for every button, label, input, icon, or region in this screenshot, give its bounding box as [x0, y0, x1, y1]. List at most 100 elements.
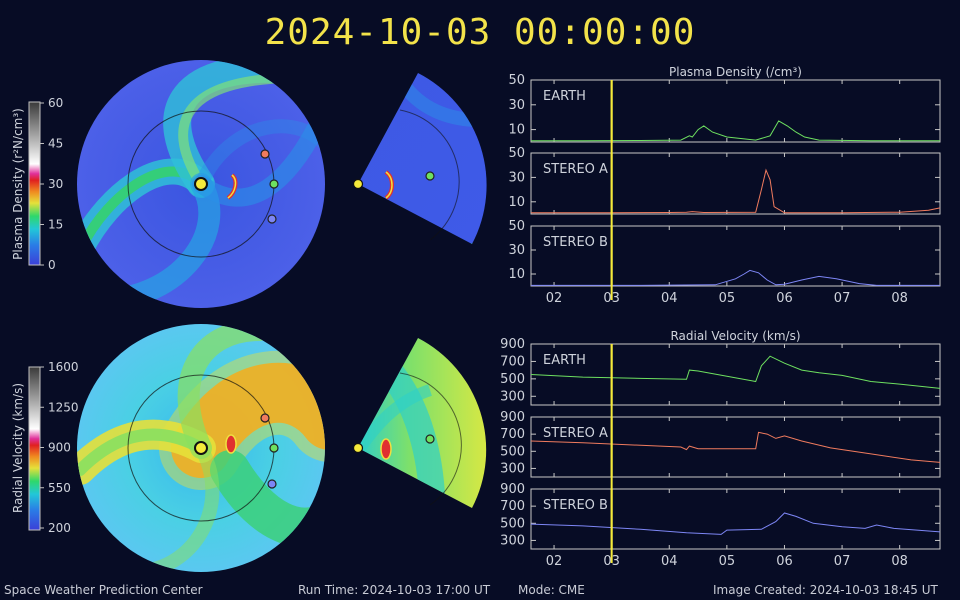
density-wedge-orbit [399, 109, 460, 241]
y-tick-label: 900 [500, 337, 525, 352]
x-tick-label: 04 [661, 554, 678, 569]
density-colorbar-scale [28, 101, 41, 266]
series-line-earth [531, 120, 940, 142]
footer-run-time: Run Time: 2024-10-03 17:00 UT [298, 583, 491, 597]
x-tick-label: 05 [719, 554, 736, 569]
density-wedge-cme [385, 171, 393, 199]
panel-frame [530, 488, 941, 550]
velocity-wedge-orbit [399, 372, 462, 506]
density-wedge-band [420, 272, 490, 300]
footer-mode: Mode: CME [518, 583, 585, 597]
velocity-wedge-cme [380, 438, 392, 460]
y-tick-label: 900 [500, 482, 525, 497]
velocity-spiral-arm [171, 362, 325, 478]
colorbar-tick-label: 1250 [48, 400, 79, 414]
density-ecliptic-disk [77, 60, 325, 308]
panel-series-label: EARTH [543, 89, 586, 104]
earth-marker [425, 434, 435, 444]
stereo-b-marker [267, 214, 277, 224]
panel-frame [530, 343, 941, 406]
footer-image-created: Image Created: 2024-10-03 18:45 UT [713, 583, 938, 597]
y-tick-label: 300 [500, 389, 525, 404]
x-tick-label: 06 [776, 291, 793, 306]
y-tick-label: 500 [500, 516, 525, 531]
velocity-spiral-arm [77, 428, 207, 476]
x-tick-label: 02 [546, 291, 563, 306]
colorbar-tick-label: 30 [48, 177, 63, 191]
colorbar-tick-label: 0 [48, 258, 56, 272]
panel-frame [530, 225, 941, 287]
x-tick-label: 07 [834, 291, 851, 306]
timeseries-panel: 50 30 10 EARTH [508, 73, 941, 143]
density-cme-front [227, 174, 237, 199]
y-tick-label: 500 [500, 444, 525, 459]
timeseries-panel: 900 700 500 300 EARTH [500, 337, 941, 406]
panel-series-label: STEREO B [543, 235, 608, 250]
timeseries-panel: 50 30 10 STEREO B [508, 219, 941, 287]
velocity-cme-front [225, 434, 237, 454]
y-tick-label: 30 [508, 98, 525, 113]
density-colorbar-ticks: 60 45 30 15 0 [40, 96, 63, 272]
series-line-earth [530, 355, 941, 389]
x-tick-label: 03 [603, 291, 620, 306]
density-spiral-arm [192, 111, 325, 207]
sun-marker [194, 441, 208, 455]
colorbar-tick-label: 1600 [48, 360, 79, 374]
x-tick-label: 07 [834, 554, 851, 569]
panel-series-label: STEREO A [543, 426, 608, 441]
y-tick-label: 10 [508, 267, 525, 282]
x-tick-label: 08 [891, 291, 908, 306]
y-tick-label: 50 [508, 146, 525, 161]
series-line-stereo-a [531, 168, 941, 214]
series-line-stereo-b [530, 512, 941, 535]
density-colorbar-label: Plasma Density (r²N/cm³) [11, 108, 25, 260]
time-series-charts: Plasma Density (/cm³) 50 30 10 EARTH 50 30 10 ST… [500, 65, 941, 569]
earth-marker [425, 171, 435, 181]
panel-series-label: STEREO B [543, 498, 608, 513]
panel-series-label: STEREO A [543, 162, 608, 177]
velocity-meridional-wedge [352, 338, 487, 508]
velocity-spiral-arm [143, 441, 220, 572]
density-wedge-band [412, 240, 487, 244]
sun-marker [352, 178, 364, 190]
stereo-a-marker [260, 149, 270, 159]
velocity-colorbar-ticks: 1600 1250 900 550 200 [40, 360, 79, 535]
sun-marker [352, 442, 364, 454]
colorbar-tick-label: 45 [48, 137, 63, 151]
panel-frame [530, 79, 941, 143]
y-tick-label: 900 [500, 410, 525, 425]
y-tick-label: 700 [500, 427, 525, 442]
y-tick-label: 10 [508, 123, 525, 138]
y-tick-label: 700 [500, 499, 525, 514]
x-tick-label: 04 [661, 291, 678, 306]
timeseries-panel: 900 700 500 300 STEREO A [500, 410, 941, 478]
velocity-ecliptic-disk [77, 324, 325, 572]
x-tick-label: 08 [891, 554, 908, 569]
density-timeseries: Plasma Density (/cm³) 50 30 10 EARTH 50 30 10 ST… [508, 65, 941, 306]
velocity-wedge-band [358, 384, 433, 452]
x-tick-label: 05 [719, 291, 736, 306]
chart-title: Radial Velocity (km/s) [670, 329, 800, 343]
velocity-spiral-arm [159, 350, 325, 490]
timeseries-panel: 50 30 10 STEREO A [508, 146, 941, 215]
velocity-timeseries: Radial Velocity (km/s)900700500300EARTH9… [500, 329, 941, 569]
panel-frame [530, 416, 941, 478]
y-tick-label: 10 [508, 195, 525, 210]
y-tick-label: 300 [500, 461, 525, 476]
density-spiral-arm [178, 73, 295, 189]
stereo-a-marker [260, 413, 270, 423]
sun-marker [194, 177, 208, 191]
y-tick-label: 50 [508, 219, 525, 234]
earth-marker [269, 179, 279, 189]
timestamp-title: 2024-10-03 00:00:00 [264, 12, 696, 53]
colorbar-tick-label: 200 [48, 521, 71, 535]
y-tick-label: 50 [508, 73, 525, 88]
x-tick-label: 06 [776, 554, 793, 569]
y-tick-label: 30 [508, 170, 525, 185]
timeseries-panel: 900 700 500 300 STEREO B [500, 482, 941, 550]
y-tick-label: 300 [500, 533, 525, 548]
y-tick-label: 700 [500, 354, 525, 369]
x-tick-label: 02 [546, 554, 563, 569]
